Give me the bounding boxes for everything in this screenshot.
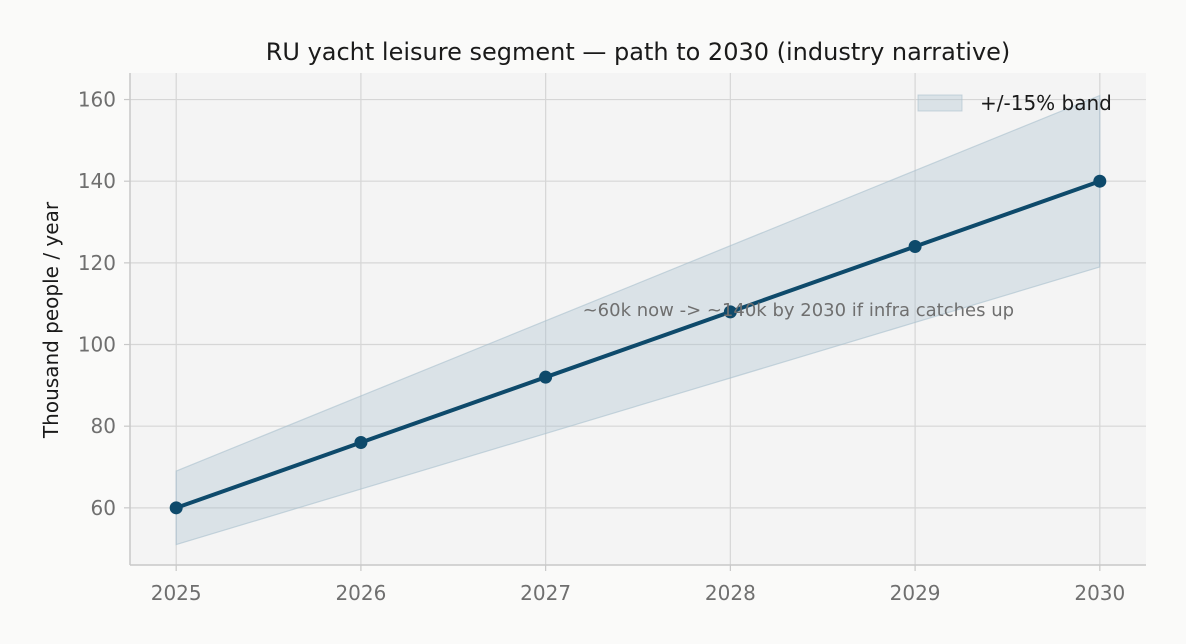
data-point bbox=[908, 240, 922, 254]
x-ticks: 2025 2026 2027 2028 2029 2030 bbox=[151, 565, 1125, 605]
x-tick-label: 2025 bbox=[151, 581, 202, 605]
gridlines bbox=[130, 73, 1146, 565]
x-tick-label: 2029 bbox=[890, 581, 941, 605]
annotation-text: ~60k now -> ~140k by 2030 if infra catch… bbox=[583, 300, 1014, 321]
y-axis-label: Thousand people / year bbox=[39, 201, 63, 439]
data-point bbox=[723, 305, 737, 319]
legend-band-swatch bbox=[917, 94, 963, 112]
y-tick-label: 100 bbox=[78, 333, 116, 357]
y-tick-label: 60 bbox=[91, 496, 116, 520]
y-ticks: 60 80 100 120 140 160 bbox=[78, 88, 130, 520]
legend: +/-15% band bbox=[917, 91, 1112, 115]
x-tick-label: 2026 bbox=[335, 581, 386, 605]
legend-band-label: +/-15% band bbox=[980, 91, 1112, 115]
data-point bbox=[354, 436, 368, 450]
x-tick-label: 2027 bbox=[520, 581, 571, 605]
confidence-band bbox=[175, 94, 1101, 546]
y-tick-label: 160 bbox=[78, 88, 116, 112]
series-line bbox=[175, 179, 1101, 510]
data-point bbox=[169, 501, 183, 515]
plot-area bbox=[130, 73, 1146, 565]
x-tick-label: 2028 bbox=[705, 581, 756, 605]
band-layer bbox=[175, 94, 1101, 546]
x-tick-label: 2030 bbox=[1074, 581, 1125, 605]
data-point bbox=[1093, 174, 1107, 188]
axes bbox=[129, 73, 1146, 566]
series-layer bbox=[169, 174, 1107, 515]
y-tick-label: 120 bbox=[78, 251, 116, 275]
chart-title: RU yacht leisure segment — path to 2030 … bbox=[266, 38, 1011, 66]
data-point bbox=[539, 370, 553, 384]
y-tick-label: 140 bbox=[78, 169, 116, 193]
y-tick-label: 80 bbox=[91, 414, 116, 438]
